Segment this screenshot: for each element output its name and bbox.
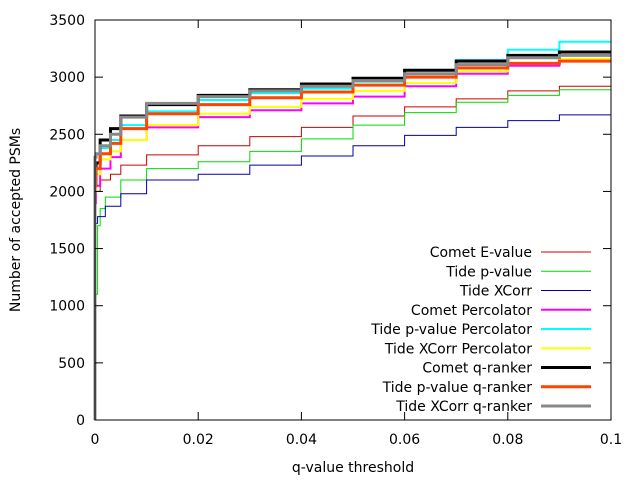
series-line-tide-xcorr-q-ranker [93, 53, 611, 420]
legend-label: Comet Percolator [411, 303, 532, 319]
x-tick-label: 0 [91, 432, 100, 448]
x-tick-label: 0.02 [183, 432, 214, 448]
y-tick-label: 3000 [49, 70, 85, 86]
y-tick-label: 1000 [49, 299, 85, 315]
legend-label: Tide p-value q-ranker [382, 380, 533, 396]
ticks-layer: 0 0.02 0.04 0.06 0.08 0.1 0 500 1000 1500 2000 2500… [49, 13, 622, 448]
legend-label: Tide p-value Percolator [370, 322, 532, 338]
y-tick-label: 500 [58, 356, 85, 372]
y-axis-title: Number of accepted PSMs [8, 128, 24, 312]
legend-label: Tide XCorr [459, 284, 532, 300]
series-line-tide-p-value-q-ranker [93, 59, 611, 420]
x-tick-label: 0.06 [389, 432, 420, 448]
x-tick-label: 0.1 [600, 432, 622, 448]
legend-label: Comet q-ranker [422, 361, 532, 377]
legend: Comet E-value Tide p-value Tide XCorr Comet… [370, 245, 591, 415]
series-line-comet-q-ranker [93, 50, 611, 420]
x-axis-title: q-value threshold [292, 460, 414, 476]
y-tick-label: 1500 [49, 242, 85, 258]
y-tick-label: 0 [76, 413, 85, 429]
legend-label: Tide XCorr q-ranker [395, 399, 532, 415]
x-tick-label: 0.04 [286, 432, 317, 448]
plot-frame [94, 19, 612, 421]
series-line-tide-xcorr [94, 114, 611, 420]
y-tick-label: 2500 [49, 127, 85, 143]
series-line-tide-p-value [94, 89, 611, 420]
legend-label: Tide XCorr Percolator [384, 341, 532, 357]
series-layer [93, 40, 611, 420]
legend-label: Comet E-value [430, 245, 532, 261]
y-tick-label: 2000 [49, 184, 85, 200]
y-tick-label: 3500 [49, 13, 85, 29]
legend-label: Tide p-value [445, 264, 532, 280]
x-tick-label: 0.08 [492, 432, 523, 448]
